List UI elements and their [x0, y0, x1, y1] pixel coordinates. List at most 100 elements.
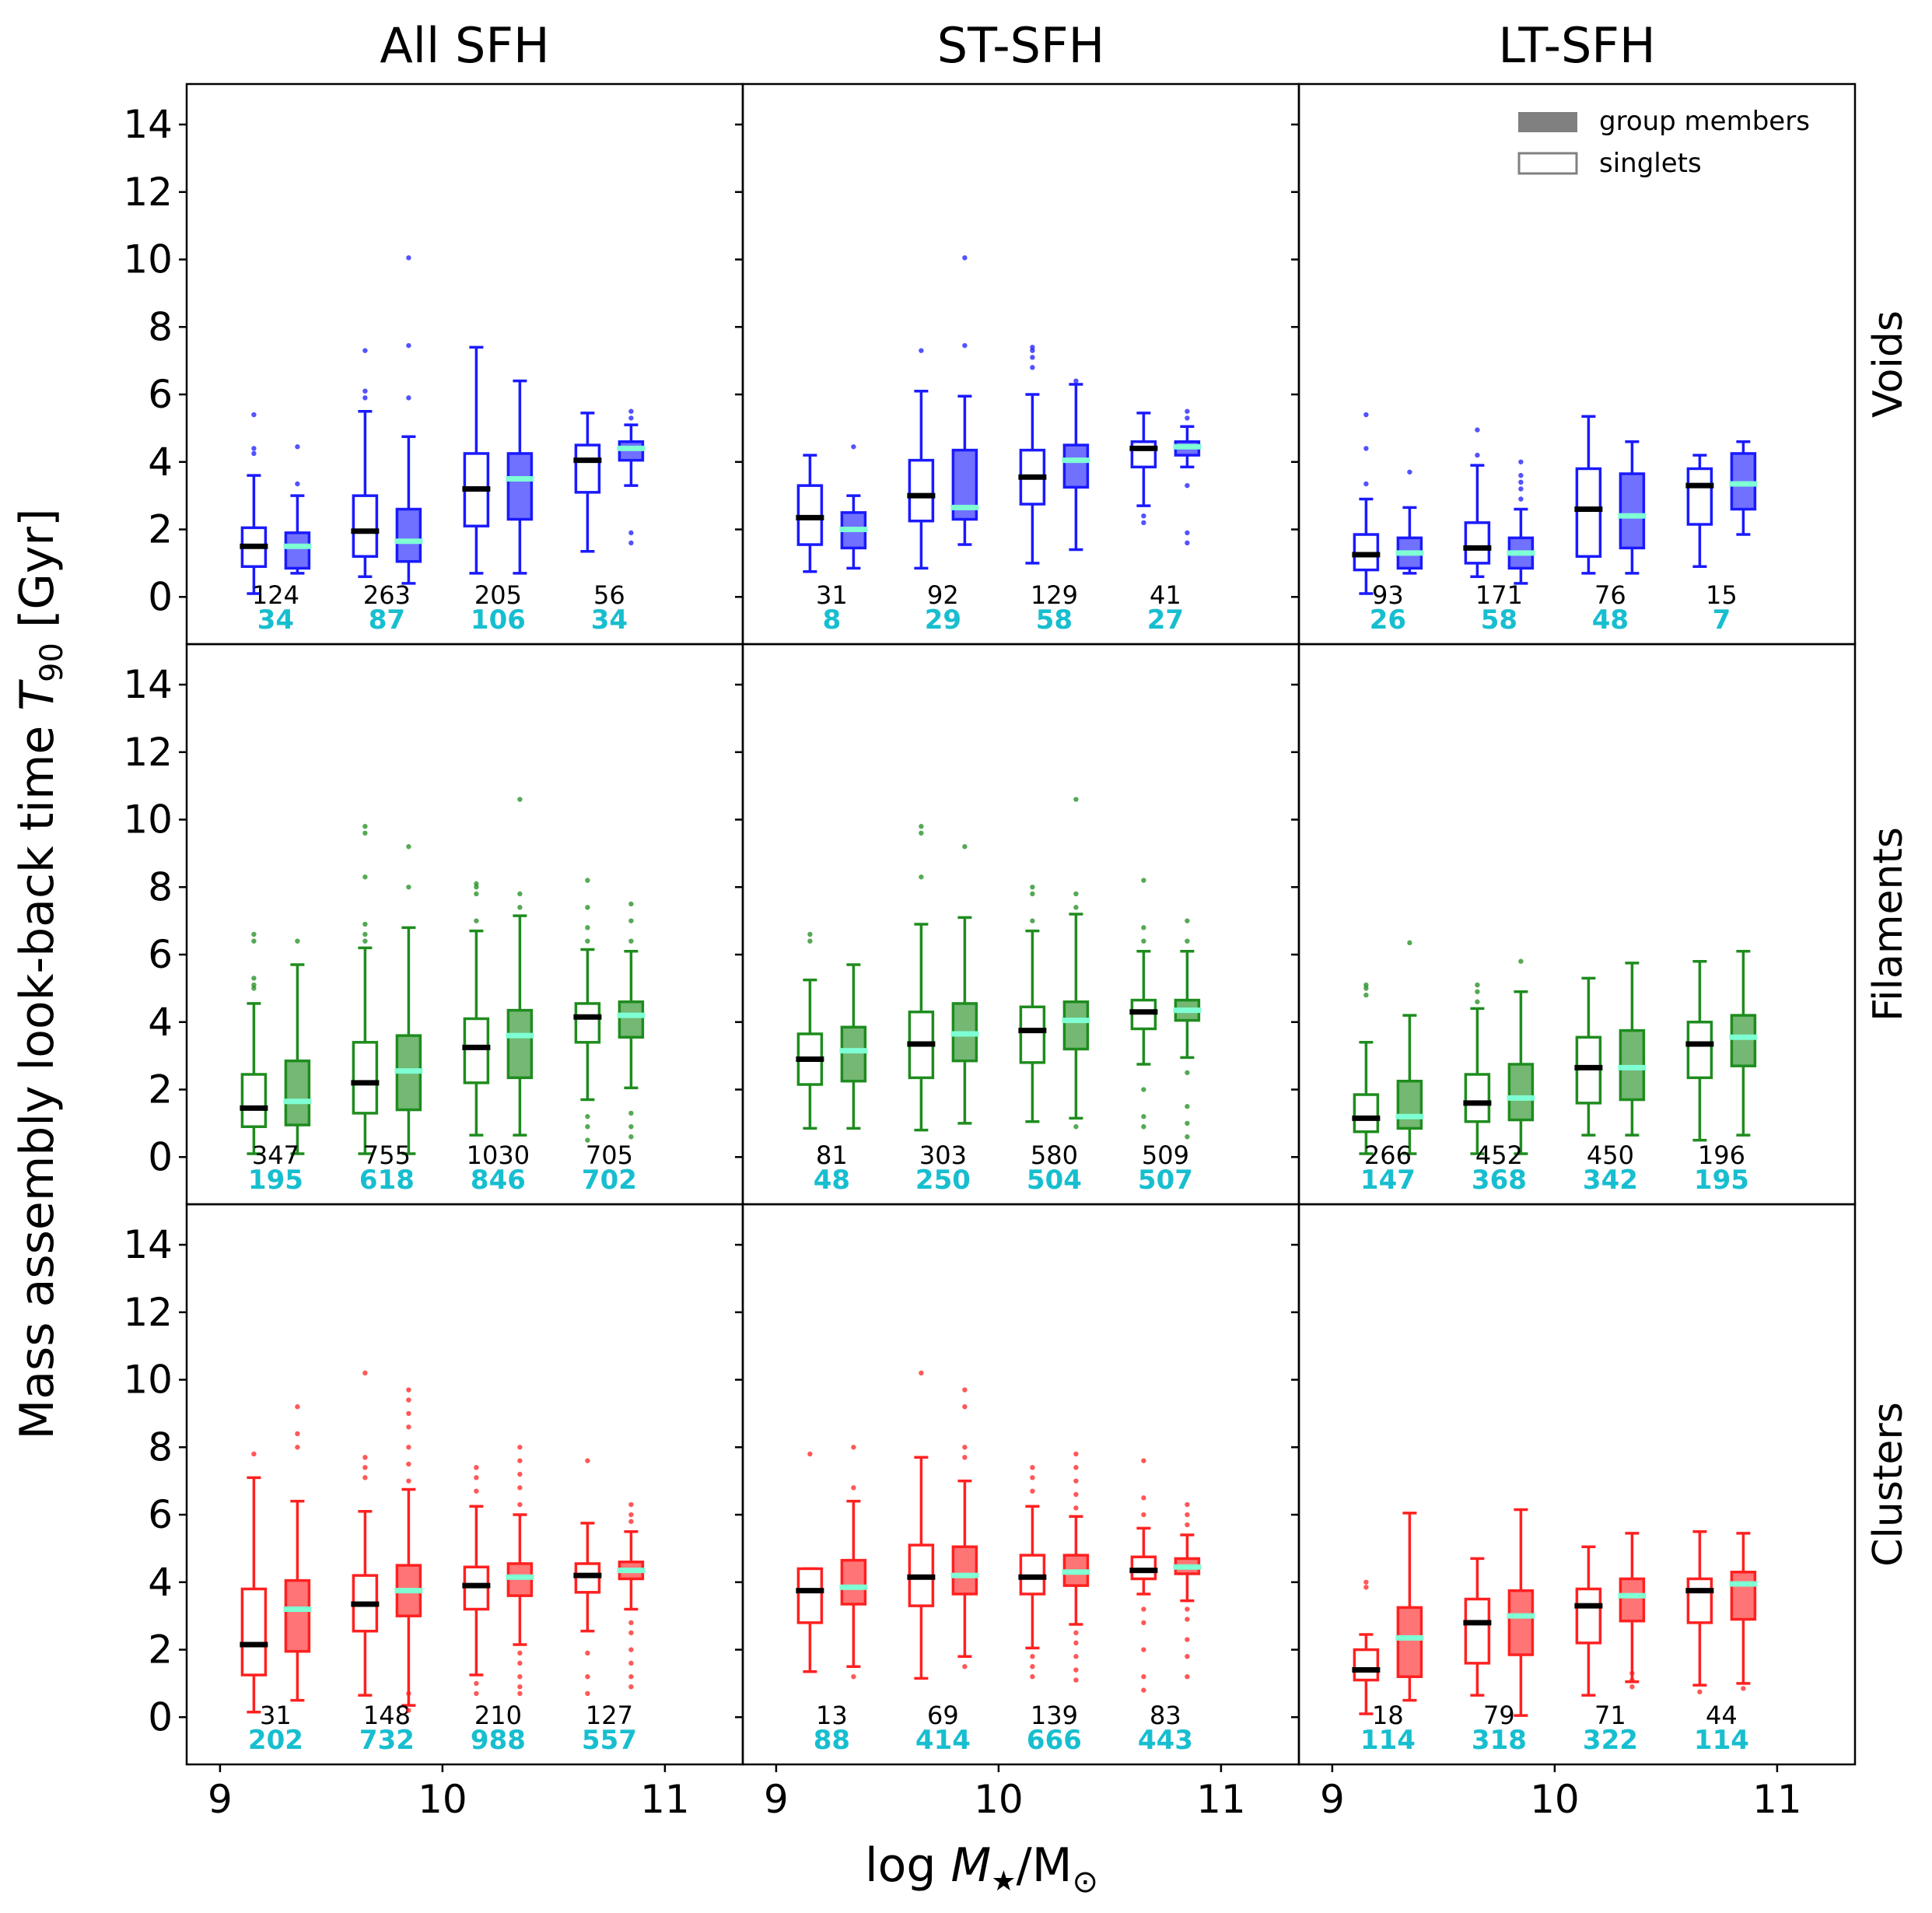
- outlier-point: [1030, 891, 1035, 897]
- outlier-point: [628, 1134, 634, 1140]
- outlier-point: [628, 1684, 634, 1690]
- singlet-count-bin-1: 18: [1372, 1701, 1404, 1730]
- singlet-count-bin-4: 83: [1150, 1701, 1181, 1730]
- outlier-point: [474, 1680, 479, 1687]
- axes-frame: [741, 1203, 1300, 1766]
- group-bin-3-box: [506, 1008, 534, 1080]
- outlier-point: [1141, 520, 1146, 526]
- outlier-point: [628, 540, 634, 546]
- outlier-point: [406, 1691, 411, 1697]
- outlier-point: [1141, 938, 1146, 944]
- group-bin-1-box: [840, 1025, 867, 1083]
- outlier-point: [1030, 355, 1035, 360]
- x-axis-label-symbol: M: [950, 1838, 991, 1893]
- outlier-point: [585, 905, 590, 910]
- outlier-point: [1030, 345, 1035, 350]
- outlier-point: [628, 1630, 634, 1636]
- singlet-bin-4-box: [574, 1002, 601, 1044]
- outlier-point: [628, 530, 634, 536]
- outlier-point: [851, 444, 856, 450]
- singlet-count-bin-4: 127: [586, 1701, 633, 1730]
- outlier-point: [1185, 1637, 1190, 1642]
- outlier-point: [1363, 446, 1369, 451]
- y-tick-label: 0: [148, 574, 173, 619]
- outlier-point: [1363, 481, 1369, 487]
- outlier-point: [585, 938, 590, 944]
- outlier-point: [406, 1478, 411, 1484]
- outlier-point: [628, 1647, 634, 1652]
- singlet-bin-1-box: [1353, 1093, 1380, 1133]
- y-tick-label: 14: [123, 1222, 173, 1267]
- outlier-point: [1073, 1465, 1079, 1470]
- singlet-count-bin-4: 705: [586, 1140, 633, 1170]
- outlier-point: [1629, 1670, 1635, 1677]
- outlier-point: [1141, 1458, 1146, 1463]
- singlet-count-bin-4: 509: [1142, 1140, 1189, 1170]
- singlet-bin-3-box: [463, 1017, 490, 1084]
- singlet-bin-1-box: [240, 1587, 268, 1677]
- outlier-point: [585, 878, 590, 883]
- singlet-count-bin-3: 1030: [467, 1140, 530, 1170]
- outlier-point: [585, 925, 590, 930]
- x-axis-label-sun: ⊙: [1073, 1864, 1099, 1900]
- outlier-point: [406, 342, 411, 349]
- outlier-point: [1073, 1505, 1079, 1511]
- outlier-point: [362, 830, 368, 836]
- y-tick-label: 6: [148, 1492, 173, 1537]
- outlier-point: [628, 1660, 634, 1666]
- group-bin-4-box: [1730, 1571, 1757, 1621]
- y-tick-label: 12: [123, 1290, 173, 1335]
- outlier-point: [1185, 408, 1190, 414]
- group-bin-2-box: [1507, 1589, 1535, 1656]
- y-tick-label: 8: [148, 864, 173, 909]
- outlier-point: [962, 1445, 968, 1450]
- row-label-clusters: Clusters: [1865, 1402, 1912, 1567]
- outlier-point: [1475, 427, 1480, 433]
- outlier-point: [1141, 1674, 1146, 1680]
- outlier-point: [1141, 1114, 1146, 1119]
- group-count-bin-2: 318: [1472, 1725, 1527, 1756]
- axes-frame: [185, 1203, 744, 1766]
- outlier-point: [251, 412, 257, 418]
- outlier-point: [1185, 1617, 1190, 1622]
- outlier-point: [251, 1451, 257, 1457]
- outlier-point: [362, 824, 368, 829]
- outlier-point: [1185, 1512, 1190, 1518]
- x-tick-label: 10: [974, 1777, 1024, 1822]
- outlier-point: [1141, 1606, 1146, 1612]
- y-axis-label: Mass assembly look-back time T90 [Gyr]: [10, 508, 70, 1439]
- group-bin-1-box: [1396, 1606, 1423, 1678]
- outlier-point: [517, 1458, 523, 1463]
- outlier-point: [1073, 1478, 1079, 1484]
- outlier-point: [962, 1387, 968, 1393]
- singlet-count-bin-3: 580: [1031, 1140, 1078, 1170]
- singlet-count-bin-1: 81: [816, 1140, 848, 1170]
- group-count-bin-3: 48: [1592, 604, 1629, 636]
- group-count-bin-3: 58: [1036, 604, 1073, 636]
- outlier-point: [1073, 1654, 1079, 1659]
- row-label-voids: Voids: [1865, 310, 1912, 418]
- singlet-bin-4-box: [1686, 1577, 1713, 1624]
- y-tick-label: 8: [148, 1424, 173, 1470]
- group-count-bin-3: 342: [1583, 1165, 1638, 1196]
- legend-label-singlets: singlets: [1599, 148, 1702, 179]
- group-count-bin-1: 34: [257, 604, 294, 636]
- outlier-point: [628, 901, 634, 907]
- outlier-point: [919, 348, 924, 353]
- outlier-point: [1185, 1654, 1190, 1659]
- group-bin-4-box: [618, 1000, 645, 1039]
- group-count-bin-2: 29: [925, 604, 961, 636]
- outlier-point: [1629, 1677, 1635, 1683]
- singlet-count-bin-2: 263: [363, 580, 411, 610]
- group-count-bin-1: 88: [814, 1725, 850, 1756]
- y-tick-label: 10: [123, 797, 173, 843]
- group-bin-1-box: [840, 1558, 867, 1606]
- singlet-count-bin-3: 139: [1031, 1701, 1078, 1730]
- outlier-point: [362, 1475, 368, 1480]
